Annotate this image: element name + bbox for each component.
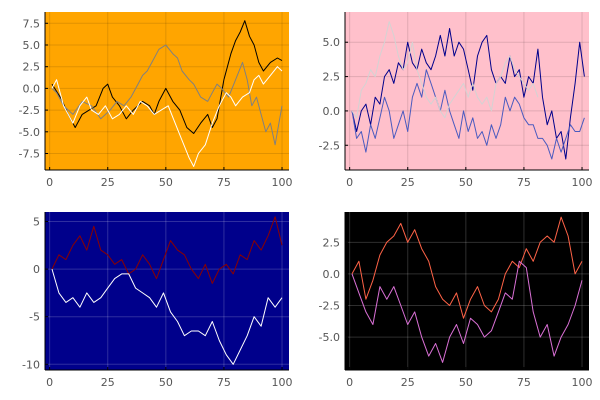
y-tick-label: -5.0 bbox=[319, 331, 340, 344]
y-tick-label: 7.5 bbox=[23, 17, 41, 30]
y-tick-label: 2.5 bbox=[323, 236, 341, 249]
plot-area bbox=[45, 212, 289, 370]
series-line-y2 bbox=[351, 260, 583, 363]
x-tick-label: 100 bbox=[272, 376, 293, 389]
series-line-y2 bbox=[51, 268, 283, 365]
plot-area bbox=[345, 212, 589, 370]
series-group bbox=[51, 20, 283, 167]
series-line-y2 bbox=[51, 44, 283, 146]
panel-top-left: 0 25 50 75 100 -7.5 -5.0 -2.5 0.0 2.5 5.0 7.5 bbox=[19, 12, 293, 189]
grid bbox=[345, 212, 589, 370]
x-tick-label: 0 bbox=[346, 176, 353, 189]
y-tick-label: 0.0 bbox=[323, 268, 341, 281]
series-group bbox=[351, 21, 585, 160]
y-tick-label: -2.5 bbox=[319, 139, 340, 152]
series-group bbox=[351, 216, 583, 363]
y-tick-label: 0.0 bbox=[323, 105, 341, 118]
y-tick-label: -10 bbox=[22, 358, 40, 371]
y-tick-label: 5.0 bbox=[23, 39, 41, 52]
x-tick-label: 75 bbox=[217, 176, 231, 189]
series-line-y1 bbox=[51, 216, 283, 284]
x-tick-label: 0 bbox=[46, 376, 53, 389]
series-line-y1 bbox=[51, 20, 283, 134]
x-tick-label: 50 bbox=[459, 376, 473, 389]
x-tick-label: 75 bbox=[517, 176, 531, 189]
x-tick-label: 0 bbox=[346, 376, 353, 389]
x-tick-label: 25 bbox=[401, 176, 415, 189]
x-tick-label: 75 bbox=[517, 376, 531, 389]
series-group bbox=[51, 216, 283, 365]
series-line-y2 bbox=[351, 69, 585, 160]
x-tick-label: 100 bbox=[572, 176, 593, 189]
panel-bottom-right: 0 25 50 75 100 -5.0 -2.5 0.0 2.5 bbox=[319, 212, 593, 389]
x-tick-label: 50 bbox=[459, 176, 473, 189]
y-tick-label: 5 bbox=[33, 216, 40, 229]
ticks: 0 25 50 75 100 -7.5 -5.0 -2.5 0.0 2.5 5.0 7.5 bbox=[19, 17, 293, 189]
y-tick-label: 5.0 bbox=[323, 36, 341, 49]
x-tick-label: 100 bbox=[272, 176, 293, 189]
series-line-y1 bbox=[351, 28, 585, 160]
y-tick-label: -2.5 bbox=[319, 300, 340, 313]
y-tick-label: -2.5 bbox=[19, 104, 40, 117]
series-line-y3 bbox=[51, 66, 283, 167]
series-line-y3 bbox=[351, 21, 539, 119]
x-tick-label: 50 bbox=[159, 176, 173, 189]
ticks: 0 25 50 75 100 -5.0 -2.5 0.0 2.5 bbox=[319, 236, 593, 389]
panel-top-right: 0 25 50 75 100 -2.5 0.0 2.5 5.0 bbox=[319, 12, 593, 189]
x-tick-label: 50 bbox=[159, 376, 173, 389]
x-tick-label: 75 bbox=[217, 376, 231, 389]
y-tick-label: 0.0 bbox=[23, 82, 41, 95]
ticks: 0 25 50 75 100 -2.5 0.0 2.5 5.0 bbox=[319, 36, 593, 189]
y-tick-label: 2.5 bbox=[23, 61, 41, 74]
y-tick-label: -7.5 bbox=[19, 148, 40, 161]
series-line-y1 bbox=[351, 216, 583, 319]
x-tick-label: 100 bbox=[572, 376, 593, 389]
y-tick-label: -5 bbox=[29, 311, 40, 324]
y-tick-label: -5.0 bbox=[19, 126, 40, 139]
x-tick-label: 25 bbox=[101, 176, 115, 189]
panel-bottom-left: 0 25 50 75 100 -10 -5 0 5 bbox=[22, 212, 293, 389]
ticks: 0 25 50 75 100 -10 -5 0 5 bbox=[22, 216, 292, 389]
y-tick-label: 0 bbox=[33, 263, 40, 276]
grid bbox=[45, 212, 289, 370]
x-tick-label: 25 bbox=[101, 376, 115, 389]
x-tick-label: 25 bbox=[401, 376, 415, 389]
x-tick-label: 0 bbox=[46, 176, 53, 189]
grid bbox=[45, 12, 289, 170]
y-tick-label: 2.5 bbox=[323, 71, 341, 84]
